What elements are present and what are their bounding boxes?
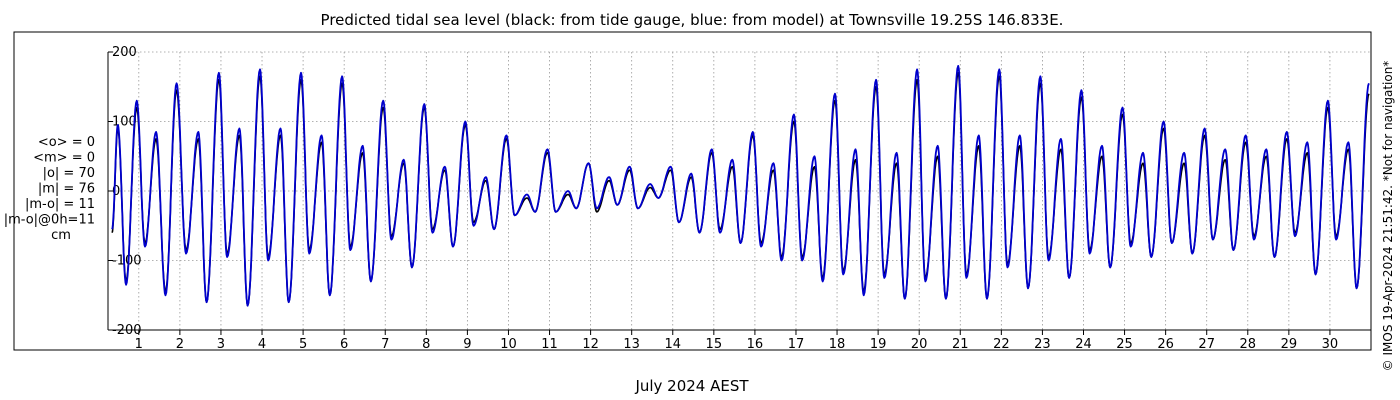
y-tick-label--200: -200 bbox=[112, 323, 142, 338]
series-line-model bbox=[111, 65, 1370, 307]
y-tick-label-0: 0 bbox=[112, 184, 120, 199]
x-tick-label-28: 28 bbox=[1240, 337, 1257, 352]
x-tick-label-25: 25 bbox=[1116, 337, 1133, 352]
x-tick-label-2: 2 bbox=[176, 337, 184, 352]
x-tick-label-26: 26 bbox=[1157, 337, 1174, 352]
x-tick-label-27: 27 bbox=[1198, 337, 1215, 352]
x-tick-label-15: 15 bbox=[706, 337, 723, 352]
x-tick-label-11: 11 bbox=[541, 337, 558, 352]
x-tick-label-21: 21 bbox=[952, 337, 969, 352]
x-tick-label-29: 29 bbox=[1281, 337, 1298, 352]
x-tick-label-7: 7 bbox=[381, 337, 389, 352]
x-tick-label-6: 6 bbox=[340, 337, 348, 352]
x-tick-label-5: 5 bbox=[299, 337, 307, 352]
x-tick-label-20: 20 bbox=[911, 337, 928, 352]
y-tick-label--100: -100 bbox=[112, 254, 142, 269]
stat-line: <o> = 0 bbox=[38, 135, 95, 150]
outer-frame bbox=[13, 31, 1372, 351]
x-axis-label: July 2024 AEST bbox=[634, 377, 749, 395]
x-tick-label-18: 18 bbox=[829, 337, 846, 352]
x-tick-label-30: 30 bbox=[1322, 337, 1339, 352]
x-tick-label-12: 12 bbox=[582, 337, 599, 352]
x-tick-label-4: 4 bbox=[258, 337, 266, 352]
chart-title: Predicted tidal sea level (black: from t… bbox=[321, 11, 1064, 29]
x-tick-label-19: 19 bbox=[870, 337, 887, 352]
x-tick-label-3: 3 bbox=[217, 337, 225, 352]
copyright-note: © IMOS 19-Apr-2024 21:51:42. *Not for na… bbox=[1381, 61, 1395, 372]
x-tick-label-8: 8 bbox=[422, 337, 430, 352]
stat-line: |m-o|@0h=11 bbox=[4, 213, 95, 228]
x-tick-label-10: 10 bbox=[500, 337, 517, 352]
stat-line: |m-o| = 11 bbox=[25, 197, 95, 212]
x-tick-label-14: 14 bbox=[664, 337, 681, 352]
stat-line: |o| = 70 bbox=[43, 166, 95, 181]
x-tick-label-16: 16 bbox=[747, 337, 764, 352]
x-tick-label-22: 22 bbox=[993, 337, 1010, 352]
stat-line: |m| = 76 bbox=[38, 182, 95, 197]
y-tick-label-200: 200 bbox=[112, 45, 137, 60]
x-tick-label-9: 9 bbox=[463, 337, 471, 352]
series-line-gauge bbox=[111, 72, 1370, 307]
y-tick-label-100: 100 bbox=[112, 115, 137, 130]
x-tick-label-23: 23 bbox=[1034, 337, 1051, 352]
x-tick-label-17: 17 bbox=[788, 337, 805, 352]
stat-line: <m> = 0 bbox=[33, 151, 95, 166]
x-tick-label-1: 1 bbox=[135, 337, 143, 352]
stats-block: <o> = 0<m> = 0|o| = 70|m| = 76|m-o| = 11… bbox=[4, 135, 95, 243]
stat-line: cm bbox=[51, 228, 71, 243]
x-tick-label-24: 24 bbox=[1075, 337, 1092, 352]
x-tick-label-13: 13 bbox=[623, 337, 640, 352]
